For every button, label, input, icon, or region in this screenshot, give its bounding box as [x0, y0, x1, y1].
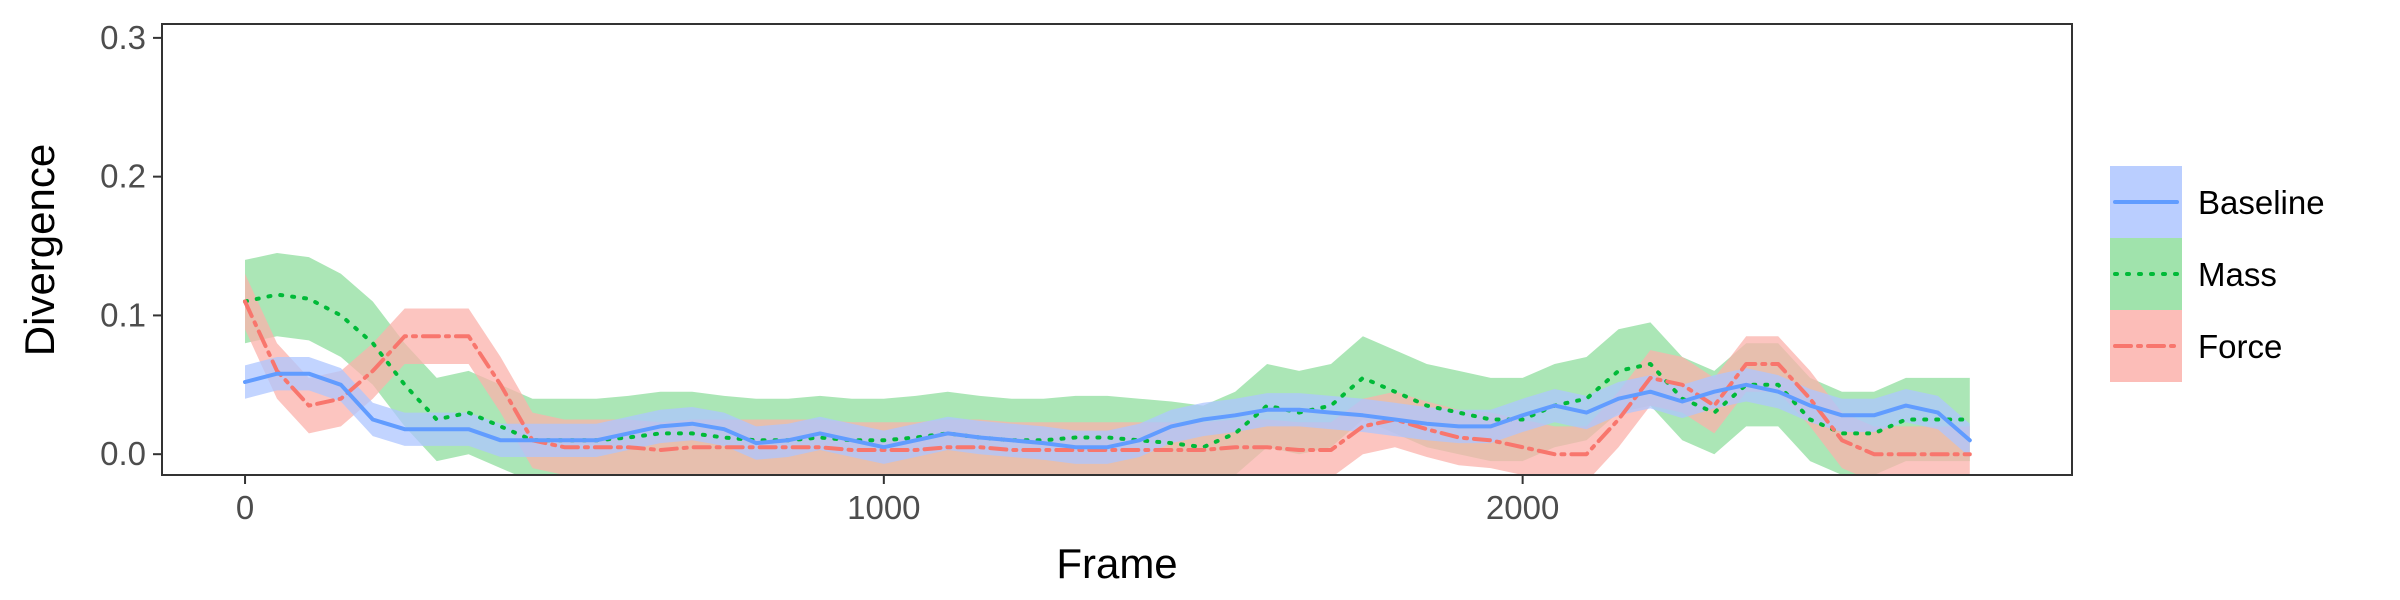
plot-panel-border — [161, 23, 2073, 476]
legend-item-force: Force — [2110, 310, 2282, 382]
x-tick-label: 2000 — [1486, 489, 1559, 526]
band-baseline — [245, 357, 1970, 464]
legend-label-force: Force — [2198, 328, 2282, 365]
line-baseline — [243, 371, 1972, 450]
series-lines — [243, 292, 1972, 457]
x-tick-label: 0 — [236, 489, 254, 526]
y-tick-label: 0.1 — [100, 296, 146, 333]
legend-key-mass — [2110, 238, 2182, 310]
legend: Baseline Mass Force — [2110, 166, 2325, 382]
legend-item-baseline: Baseline — [2110, 166, 2325, 238]
x-axis-title: Frame — [1056, 540, 1177, 587]
y-tick-label: 0.3 — [100, 19, 146, 56]
y-axis-title: Divergence — [16, 144, 63, 356]
legend-item-mass: Mass — [2110, 238, 2277, 310]
y-tick-label: 0.0 — [100, 435, 146, 472]
axes: 0 1000 2000 0.0 0.1 0.2 0.3 — [100, 19, 1559, 526]
line-mass — [243, 292, 1972, 450]
legend-label-baseline: Baseline — [2198, 184, 2325, 221]
legend-label-mass: Mass — [2198, 256, 2277, 293]
y-tick-label: 0.2 — [100, 158, 146, 195]
x-tick-label: 1000 — [847, 489, 920, 526]
